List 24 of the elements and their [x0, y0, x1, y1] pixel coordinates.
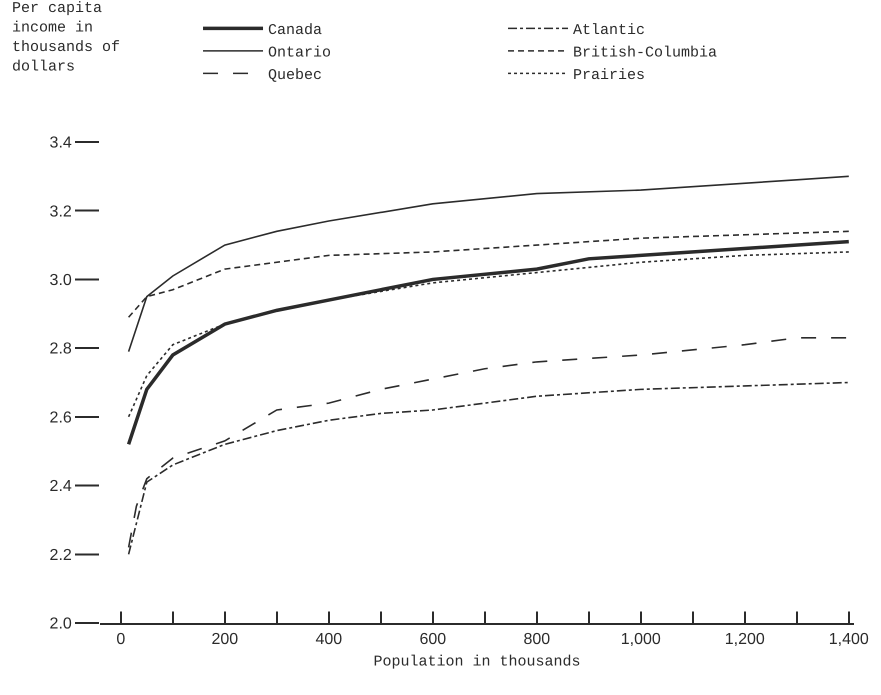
x-tick-label: 1,200: [724, 630, 765, 648]
y-tick-label: 3.4: [50, 134, 72, 152]
y-axis-title: Per capita income in thousands of dollars: [12, 0, 120, 76]
x-tick-label: 600: [419, 630, 446, 648]
x-tick-label: 1,000: [620, 630, 661, 648]
y-tick-label: 2.4: [50, 478, 72, 496]
x-tick-label: 800: [523, 630, 550, 648]
x-tick-label: 400: [315, 630, 342, 648]
y-tick-label: 2.8: [50, 340, 72, 358]
legend-label: Ontario: [268, 44, 332, 62]
x-tick-label: 1,400: [828, 630, 869, 648]
y-tick-label: 2.2: [50, 546, 72, 564]
legend-label: Atlantic: [573, 22, 646, 40]
x-axis-title: Population in thousands: [373, 653, 581, 670]
x-tick-label: 0: [116, 630, 126, 648]
legend-label: British-Columbia: [573, 44, 718, 62]
y-tick-label: 3.0: [50, 272, 72, 290]
y-tick-label: 3.2: [50, 203, 72, 220]
y-tick-label: 2.6: [50, 409, 72, 426]
y-tick-label: 2.0: [50, 616, 72, 633]
legend-label: Quebec: [268, 67, 322, 84]
legend-label: Prairies: [573, 67, 646, 84]
x-tick-label: 200: [211, 630, 238, 648]
legend-label: Canada: [268, 22, 322, 40]
